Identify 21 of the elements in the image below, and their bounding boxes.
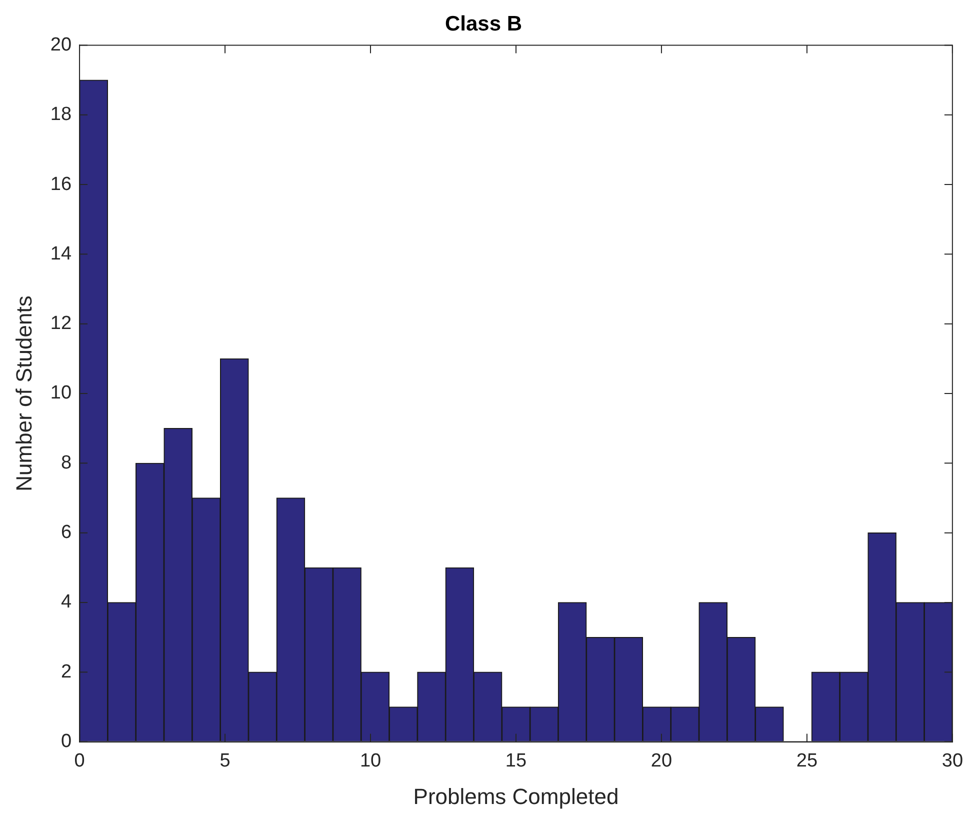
x-tick-label: 15 — [505, 750, 527, 772]
y-tick-label: 2 — [60, 661, 72, 682]
y-tick-label: 14 — [50, 243, 72, 264]
y-tick-label: 10 — [50, 382, 72, 404]
y-tick-label: 6 — [60, 522, 72, 544]
y-tick-label: 12 — [50, 313, 72, 334]
x-tick-label: 0 — [74, 750, 85, 772]
x-tick-label: 10 — [360, 750, 382, 772]
y-tick-label: 8 — [60, 452, 72, 474]
y-tick-label: 0 — [60, 731, 72, 752]
x-tick-label: 5 — [220, 750, 230, 772]
y-tick-label: 18 — [50, 104, 72, 126]
y-tick-label: 16 — [50, 174, 72, 195]
y-axis-title: Number of Students — [11, 296, 36, 492]
chart-title: Class B — [444, 12, 522, 36]
y-tick-label: 4 — [60, 592, 72, 613]
x-tick-label: 25 — [796, 750, 818, 772]
x-axis-title: Problems Completed — [413, 784, 619, 809]
y-tick-label: 20 — [50, 34, 72, 56]
x-tick-label: 20 — [650, 750, 672, 772]
x-tick-label: 30 — [942, 750, 964, 772]
